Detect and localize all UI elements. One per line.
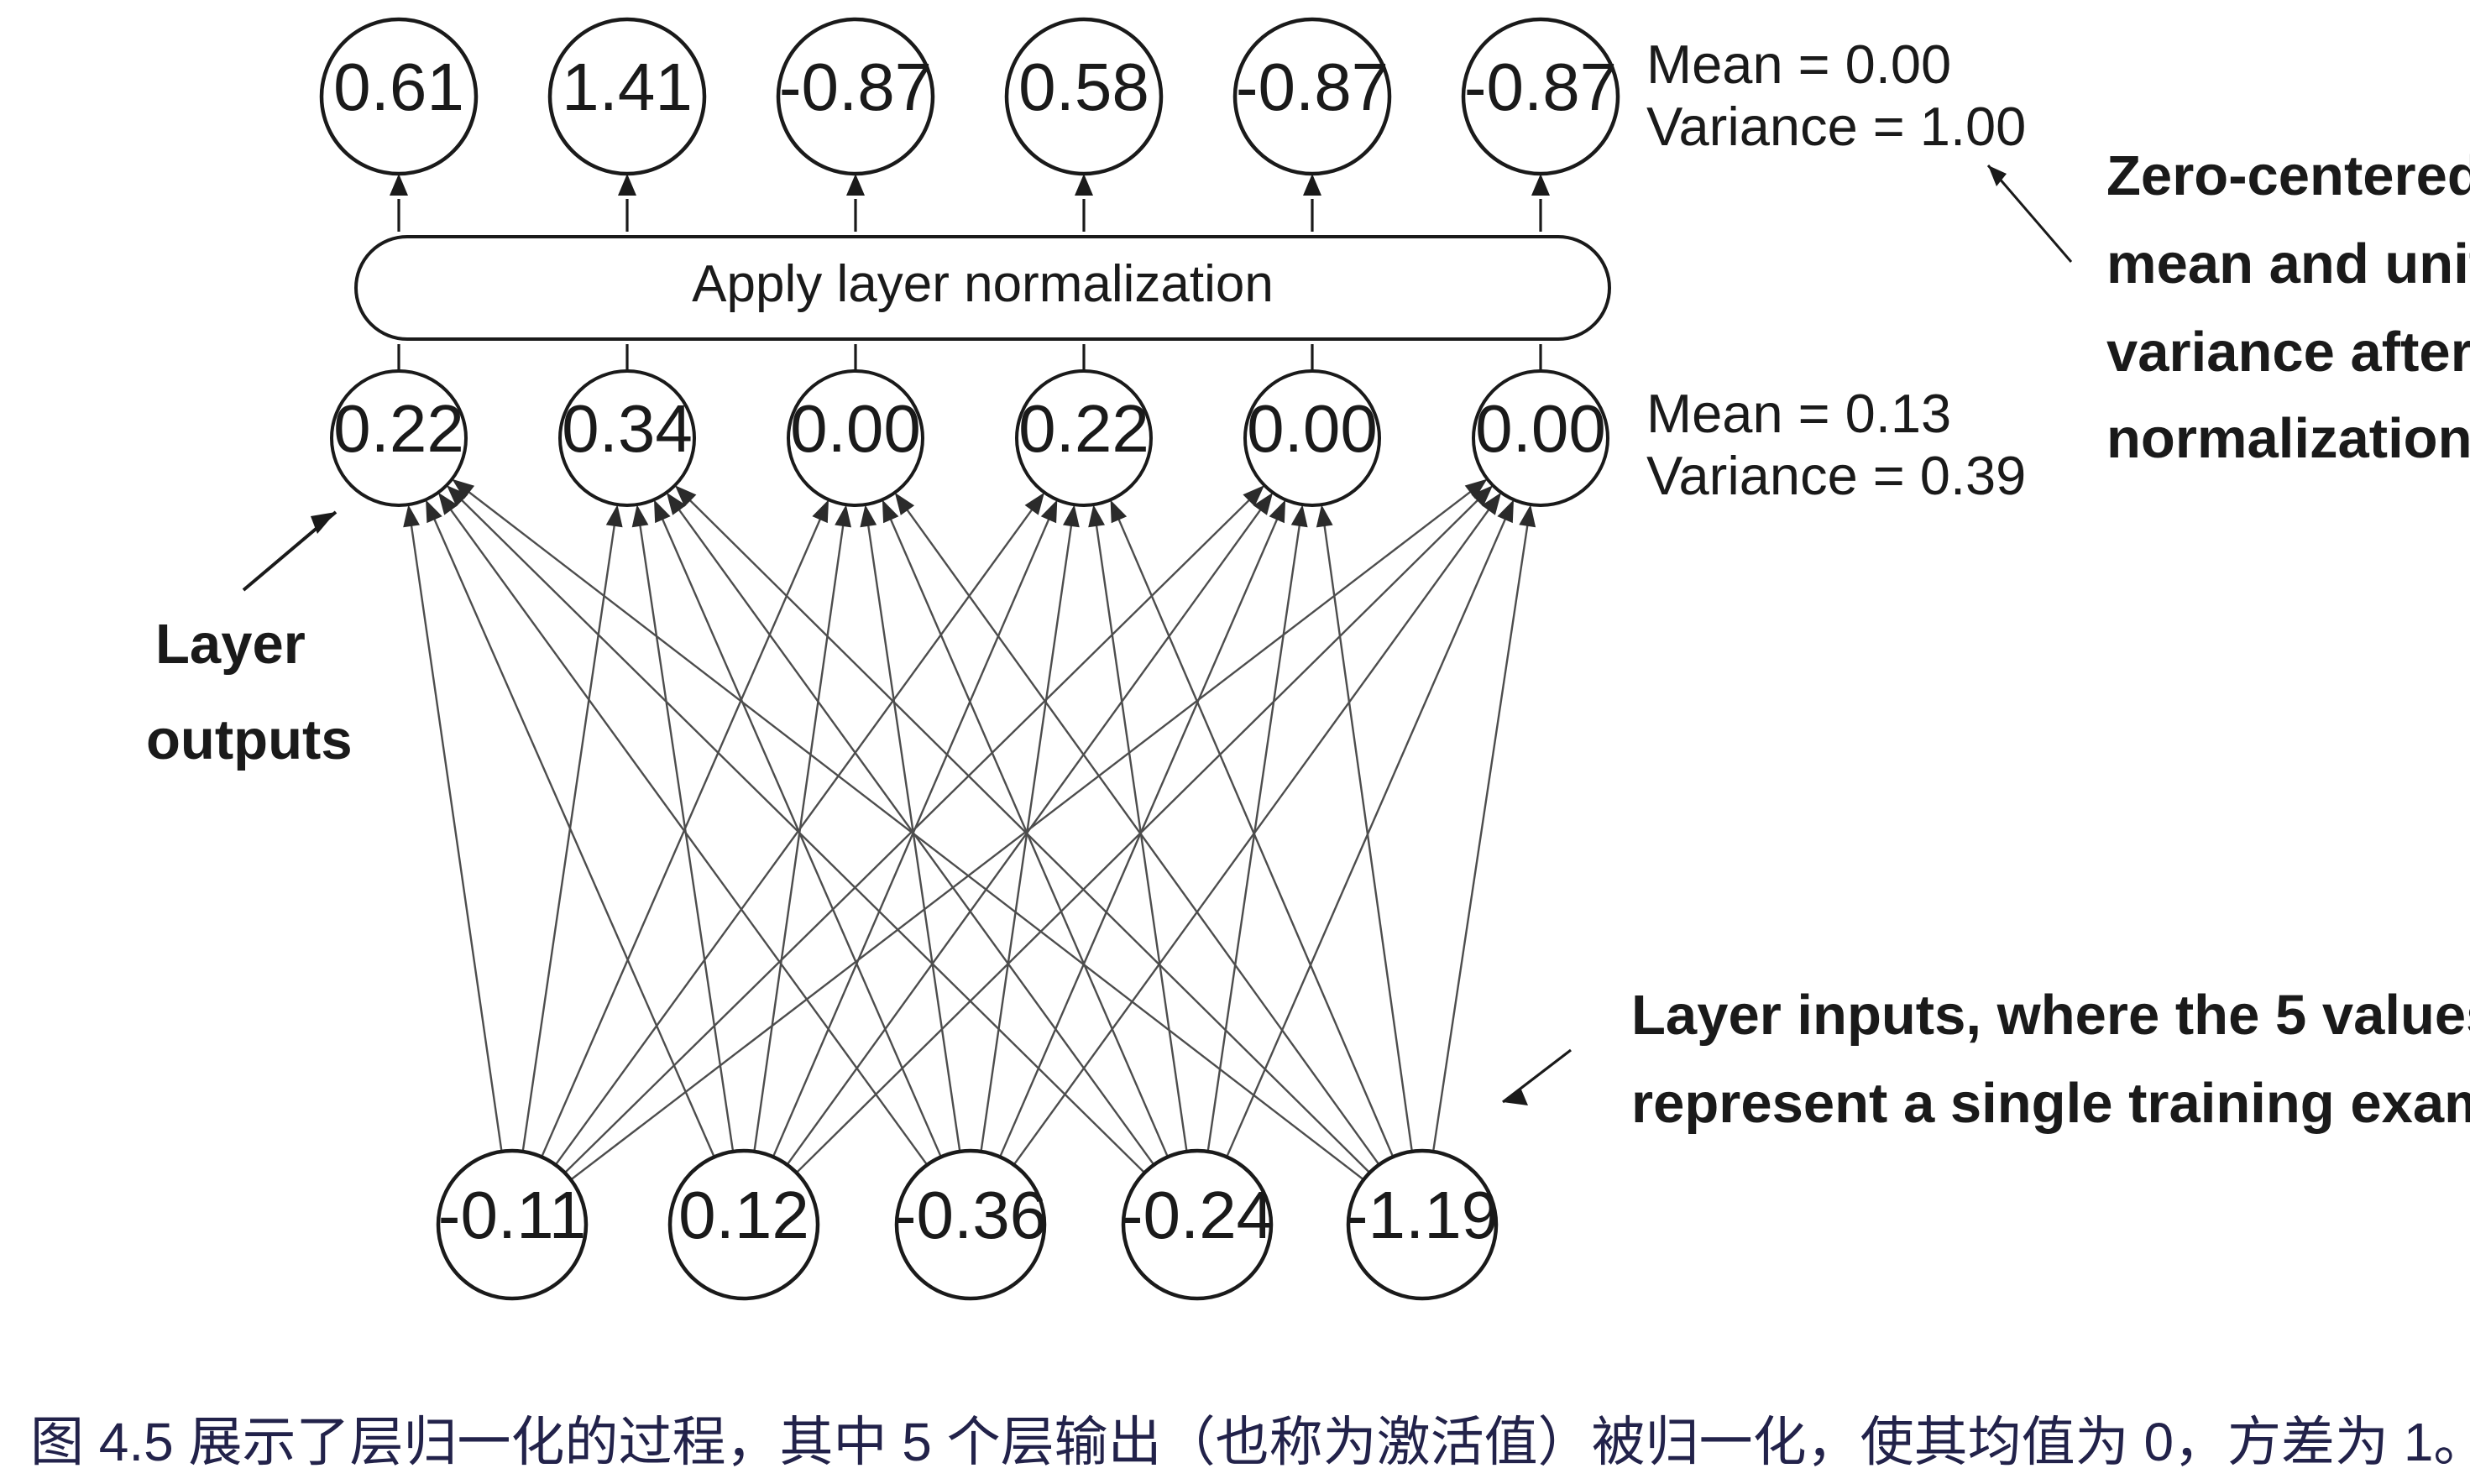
svg-text:variance after: variance after [2106,321,2470,384]
svg-text:outputs: outputs [146,708,353,771]
svg-text:Layer: Layer [155,613,306,676]
svg-text:Variance = 0.39: Variance = 0.39 [1646,445,2026,506]
svg-text:1.41: 1.41 [562,50,693,124]
svg-text:0.61: 0.61 [333,50,464,124]
svg-text:Zero-centered: Zero-centered [2106,144,2470,207]
svg-text:0.22: 0.22 [1018,391,1149,466]
svg-text:0.12: 0.12 [678,1178,809,1252]
svg-text:mean and unit: mean and unit [2106,233,2470,295]
svg-text:0.58: 0.58 [1018,50,1149,124]
svg-text:-0.87: -0.87 [779,50,932,124]
svg-text:normalization: normalization [2106,407,2470,470]
svg-text:-0.36: -0.36 [894,1178,1047,1252]
svg-text:0.34: 0.34 [562,391,693,466]
svg-text:Variance = 1.00: Variance = 1.00 [1646,96,2026,157]
svg-text:Mean = 0.00: Mean = 0.00 [1646,34,1951,95]
svg-text:-1.19: -1.19 [1346,1178,1499,1252]
svg-text:represent a single training ex: represent a single training example [1631,1072,2470,1135]
svg-text:0.00: 0.00 [1247,391,1378,466]
svg-text:Mean = 0.13: Mean = 0.13 [1646,383,1951,444]
svg-text:0.22: 0.22 [333,391,464,466]
svg-text:Apply layer normalization: Apply layer normalization [692,255,1274,313]
svg-text:-0.11: -0.11 [438,1178,586,1252]
svg-text:Layer inputs, where the 5 valu: Layer inputs, where the 5 values [1631,984,2470,1047]
svg-text:0.00: 0.00 [1475,391,1606,466]
svg-text:图 4.5 展示了层归一化的过程，其中 5 个层输出（也称为: 图 4.5 展示了层归一化的过程，其中 5 个层输出（也称为激活值）被归一化，使… [30,1412,2470,1472]
svg-text:-0.24: -0.24 [1121,1178,1274,1252]
svg-text:-0.87: -0.87 [1464,50,1617,124]
svg-text:-0.87: -0.87 [1236,50,1389,124]
svg-text:0.00: 0.00 [790,391,921,466]
